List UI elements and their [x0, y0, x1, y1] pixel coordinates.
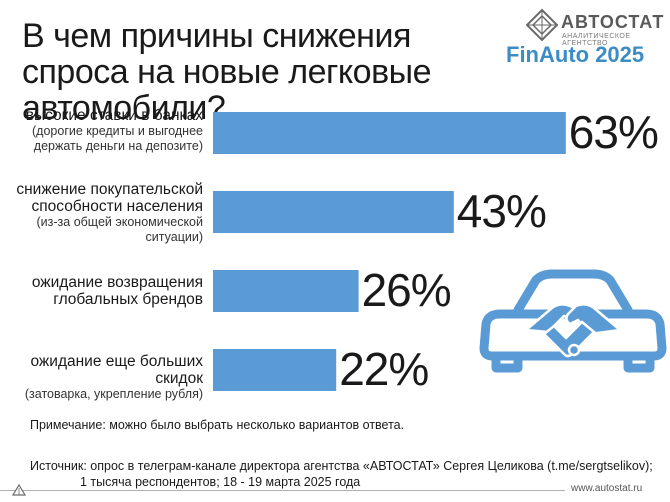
event-title: FinAuto 2025: [506, 42, 645, 67]
footnote: Примечание: можно было выбрать несколько…: [30, 418, 405, 432]
source-line-1: Источник: опрос в телеграм-канале директ…: [30, 459, 653, 473]
autostat-logo-icon: [525, 8, 559, 42]
website-link[interactable]: www.autostat.ru: [571, 483, 643, 494]
source-line-2: 1 тысяча респондентов; 18 - 19 марта 202…: [80, 475, 361, 489]
car-handshake-icon: [479, 269, 667, 373]
value-label-1: 63%: [568, 106, 659, 158]
category-note-2: (из-за общей экономической ситуации): [36, 215, 204, 244]
category-main-4: ожидание еще больших скидок: [30, 353, 203, 387]
triangle-logo-icon: [12, 484, 26, 496]
category-label-3: ожидание возвращения глобальных брендов: [32, 274, 203, 308]
category-note-1: (дорогие кредиты и выгоднее держать деньг…: [32, 124, 203, 153]
bar-chart: [213, 112, 566, 391]
category-main-2: снижение покупательской способности насел…: [16, 181, 203, 215]
bar-2: [213, 191, 454, 233]
category-note-4: (затоварка, укрепление рубля): [24, 387, 203, 401]
footer-rule: [0, 490, 565, 491]
source: Источник: опрос в телеграм-канале директ…: [30, 458, 653, 490]
category-label-4: ожидание еще больших скидок (затоварка, ук…: [25, 353, 203, 402]
category-label-2: снижение покупательской способности насел…: [16, 181, 203, 245]
value-label-3: 26%: [361, 264, 452, 316]
category-main-3: ожидание возвращения глобальных брендов: [31, 274, 203, 308]
brand: АВТОСТАТ АНАЛИТИЧЕСКОЕ АГЕНТСТВО: [525, 8, 665, 47]
value-label-2: 43%: [456, 185, 547, 237]
brand-subtitle: АНАЛИТИЧЕСКОЕ АГЕНТСТВО: [562, 33, 631, 47]
brand-name: АВТОСТАТ: [561, 12, 665, 32]
value-label-4: 22%: [339, 343, 429, 395]
category-label-1: высокие ставки в банках (дорогие кредиты …: [26, 107, 203, 154]
chart-title: В чем причины снижения спроса на новые л…: [22, 17, 431, 127]
bar-4: [213, 349, 337, 391]
category-main-1: высокие ставки в банках: [25, 107, 203, 124]
bar-3: [213, 270, 359, 312]
bar-1: [213, 112, 566, 154]
